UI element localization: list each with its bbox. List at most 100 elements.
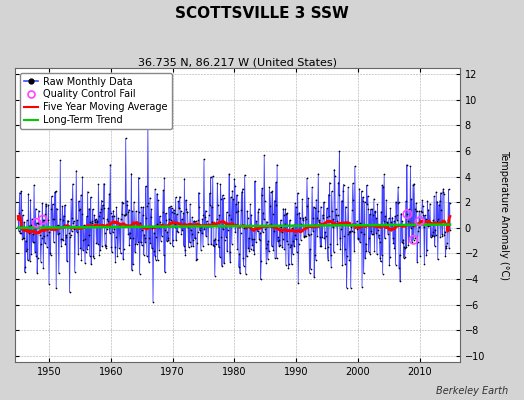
Point [212,241,220,247]
Point [360,230,368,237]
Point [342,221,350,227]
Point [69,220,78,227]
Point [246,225,254,231]
Point [343,230,352,237]
Point [409,182,417,188]
Point [369,212,377,219]
Point [349,197,357,203]
Y-axis label: Temperature Anomaly (°C): Temperature Anomaly (°C) [499,150,509,280]
Point [308,184,316,190]
Point [74,225,82,232]
Point [348,180,357,186]
Point [201,214,209,220]
Point [24,257,32,264]
Point [169,236,177,243]
Point [84,232,93,238]
Point [126,235,135,242]
Point [250,236,258,242]
Point [59,217,67,223]
Point [173,229,182,235]
Point [125,206,133,213]
Point [167,216,175,223]
Point [138,212,147,218]
Point [59,236,68,243]
Point [386,205,395,212]
Point [256,276,265,282]
Point [389,235,397,241]
Point [136,239,145,246]
Point [179,210,188,216]
Point [289,238,297,244]
Point [401,198,410,204]
Point [149,247,158,254]
Point [390,245,399,251]
Point [26,196,35,203]
Point [315,217,323,224]
Point [134,239,142,245]
Point [86,194,95,200]
Point [335,192,343,198]
Point [47,193,56,200]
Point [153,190,161,197]
Point [307,231,315,237]
Point [204,241,212,248]
Point [21,264,29,271]
Point [73,217,82,224]
Point [117,216,125,222]
Point [302,216,311,222]
Point [356,239,364,245]
Point [143,253,151,259]
Point [293,211,301,217]
Point [160,174,169,181]
Point [161,227,170,234]
Point [233,192,241,198]
Point [227,216,235,222]
Point [100,205,108,212]
Point [266,203,274,209]
Point [171,194,180,200]
Point [206,201,214,208]
Point [52,205,61,212]
Point [37,241,46,248]
Point [240,224,248,231]
Point [414,224,423,230]
Point [194,216,202,223]
Point [106,210,115,216]
Point [376,258,385,265]
Point [195,227,204,234]
Point [109,208,117,214]
Point [385,215,393,222]
Point [56,157,64,164]
Point [440,191,448,198]
Point [151,257,160,263]
Point [252,218,260,225]
Point [41,240,49,246]
Point [386,254,394,260]
Point [236,270,244,277]
Point [194,190,203,196]
Point [225,171,233,177]
Point [258,185,266,192]
Point [124,231,133,238]
Point [394,200,402,206]
Point [264,238,272,244]
Point [376,255,384,261]
Point [434,202,443,208]
Point [293,190,302,196]
Point [224,220,232,227]
Point [421,212,429,219]
Point [352,222,360,229]
Point [42,201,50,207]
Point [231,229,239,236]
Point [116,223,124,229]
Point [336,234,344,241]
Point [32,252,40,259]
Point [69,181,77,187]
Point [20,268,29,275]
Point [417,208,425,214]
Point [356,220,365,226]
Point [372,215,380,221]
Point [137,242,146,248]
Point [265,184,274,191]
Point [128,267,136,273]
